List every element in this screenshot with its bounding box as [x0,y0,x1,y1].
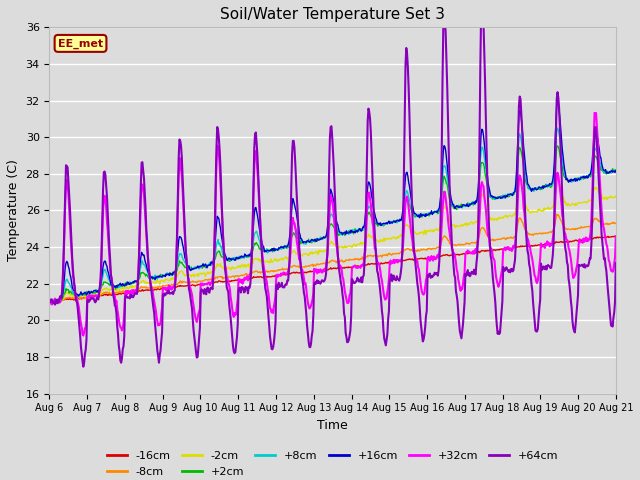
Title: Soil/Water Temperature Set 3: Soil/Water Temperature Set 3 [220,7,445,22]
+8cm [115,283,123,288]
+8cm [403,188,410,193]
Line: +8cm: +8cm [49,128,616,302]
-16cm [418,255,426,261]
-2cm [612,193,620,199]
+32cm [403,195,410,201]
-8cm [57,299,65,305]
-2cm [56,298,63,303]
+32cm [591,110,598,116]
-8cm [612,220,620,226]
+16cm [56,297,63,302]
-8cm [45,299,53,304]
-2cm [402,223,410,228]
+64cm [45,299,53,304]
+64cm [419,338,427,344]
+8cm [172,267,180,273]
X-axis label: Time: Time [317,419,348,432]
+16cm [612,168,620,173]
+32cm [419,291,427,297]
Y-axis label: Temperature (C): Temperature (C) [7,159,20,262]
+32cm [202,281,210,287]
+8cm [51,300,58,305]
+2cm [612,168,620,174]
-16cm [56,298,63,304]
-16cm [114,292,122,298]
Line: +32cm: +32cm [49,113,616,336]
+64cm [478,0,486,3]
+32cm [45,301,53,307]
+16cm [45,300,53,305]
+16cm [554,97,561,103]
+2cm [114,282,122,288]
+32cm [172,258,180,264]
+32cm [115,316,123,322]
+2cm [56,297,63,303]
+32cm [79,333,87,338]
Text: EE_met: EE_met [58,38,103,48]
+64cm [403,45,410,51]
+8cm [612,168,620,174]
+2cm [402,199,410,205]
+64cm [79,364,87,370]
+16cm [114,282,122,288]
Legend: -16cm, -8cm, -2cm, +2cm, +8cm, +16cm, +32cm, +64cm: -16cm, -8cm, -2cm, +2cm, +8cm, +16cm, +3… [102,447,563,480]
-2cm [418,229,426,235]
+16cm [172,267,179,273]
Line: -16cm: -16cm [49,236,616,302]
-8cm [172,282,180,288]
+32cm [612,233,620,239]
-8cm [403,246,410,252]
-16cm [172,285,179,290]
+2cm [172,268,179,274]
-2cm [554,177,562,183]
-8cm [115,289,123,295]
Line: -8cm: -8cm [49,214,616,302]
+8cm [202,263,210,269]
Line: -2cm: -2cm [49,180,616,303]
Line: +64cm: +64cm [49,0,616,367]
+8cm [45,298,53,304]
-2cm [114,288,122,294]
Line: +16cm: +16cm [49,100,616,302]
+2cm [45,300,53,306]
+64cm [115,343,123,348]
-8cm [48,300,56,305]
-8cm [553,211,561,217]
+2cm [202,265,209,271]
+64cm [202,291,210,297]
+32cm [56,300,63,305]
-16cm [612,233,620,239]
Line: +2cm: +2cm [49,146,616,303]
+64cm [56,295,63,300]
+16cm [402,173,410,179]
-8cm [419,247,427,252]
+64cm [612,260,620,266]
-2cm [202,274,209,279]
+64cm [172,260,180,265]
+8cm [419,213,427,218]
-16cm [45,300,53,305]
-16cm [202,281,209,287]
-8cm [202,277,210,283]
-16cm [402,257,410,263]
-2cm [172,276,179,281]
-2cm [45,300,53,306]
+16cm [202,261,209,267]
+2cm [418,214,426,220]
+8cm [57,296,65,302]
+16cm [418,212,426,217]
+2cm [554,143,561,149]
+8cm [554,125,561,131]
